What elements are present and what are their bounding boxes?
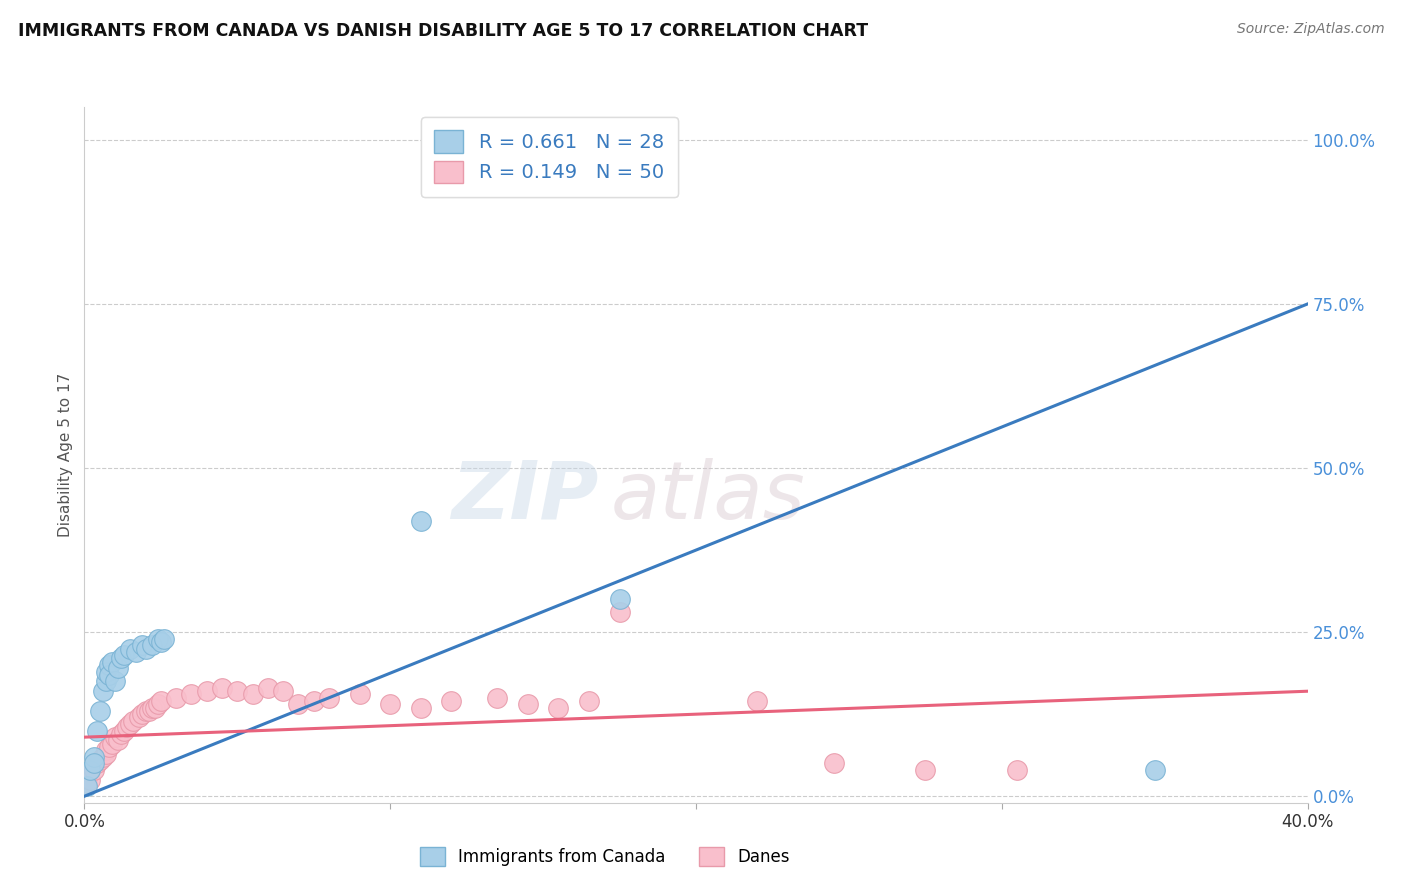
Point [1143, 763, 1166, 777]
Point [86, 756, 108, 771]
Point [180, 688, 202, 702]
Point [76, 780, 98, 794]
Point [122, 714, 145, 728]
Point [486, 690, 509, 705]
Point [120, 641, 142, 656]
Text: Source: ZipAtlas.com: Source: ZipAtlas.com [1237, 22, 1385, 37]
Point [110, 651, 132, 665]
Point [146, 632, 169, 646]
Legend: Immigrants from Canada, Danes: Immigrants from Canada, Danes [412, 838, 797, 875]
Point [287, 698, 309, 712]
Point [135, 704, 157, 718]
Point [101, 655, 124, 669]
Text: atlas: atlas [610, 458, 806, 536]
Point [76, 770, 98, 784]
Point [83, 749, 105, 764]
Point [138, 704, 160, 718]
Point [135, 641, 157, 656]
Point [747, 694, 769, 708]
Point [107, 661, 129, 675]
Point [226, 684, 249, 698]
Point [107, 733, 129, 747]
Point [271, 684, 294, 698]
Point [128, 710, 150, 724]
Point [143, 700, 166, 714]
Point [79, 772, 101, 787]
Point [120, 717, 142, 731]
Point [97, 657, 120, 672]
Point [1005, 763, 1028, 777]
Point [83, 756, 105, 771]
Point [914, 763, 936, 777]
Point [609, 606, 631, 620]
Point [440, 694, 463, 708]
Y-axis label: Disability Age 5 to 17: Disability Age 5 to 17 [58, 373, 73, 537]
Point [131, 707, 153, 722]
Point [94, 743, 117, 757]
Point [823, 756, 845, 771]
Point [149, 635, 172, 649]
Point [91, 749, 114, 764]
Point [97, 739, 120, 754]
Point [211, 681, 233, 695]
Point [110, 727, 132, 741]
Point [101, 737, 124, 751]
Point [104, 730, 127, 744]
Point [83, 763, 105, 777]
Point [609, 592, 631, 607]
Point [654, 133, 676, 147]
Point [302, 694, 325, 708]
Point [380, 698, 402, 712]
Point [149, 694, 172, 708]
Point [146, 698, 169, 712]
Point [76, 776, 98, 790]
Point [112, 723, 135, 738]
Point [125, 645, 148, 659]
Point [516, 698, 538, 712]
Legend: R = 0.661   N = 28, R = 0.149   N = 50: R = 0.661 N = 28, R = 0.149 N = 50 [420, 117, 678, 196]
Point [578, 694, 600, 708]
Point [141, 638, 163, 652]
Point [94, 674, 117, 689]
Point [79, 763, 101, 777]
Point [94, 665, 117, 679]
Point [141, 700, 163, 714]
Point [104, 674, 127, 689]
Point [257, 681, 280, 695]
Point [547, 700, 569, 714]
Text: ZIP: ZIP [451, 458, 598, 536]
Point [131, 638, 153, 652]
Point [115, 720, 138, 734]
Point [91, 684, 114, 698]
Point [94, 747, 117, 761]
Point [89, 753, 111, 767]
Point [112, 648, 135, 662]
Point [349, 688, 371, 702]
Point [97, 668, 120, 682]
Point [318, 690, 340, 705]
Point [165, 690, 187, 705]
Point [409, 700, 432, 714]
Point [89, 704, 111, 718]
Point [409, 514, 432, 528]
Point [153, 632, 176, 646]
Point [86, 723, 108, 738]
Text: IMMIGRANTS FROM CANADA VS DANISH DISABILITY AGE 5 TO 17 CORRELATION CHART: IMMIGRANTS FROM CANADA VS DANISH DISABIL… [18, 22, 869, 40]
Point [195, 684, 218, 698]
Point [242, 688, 264, 702]
